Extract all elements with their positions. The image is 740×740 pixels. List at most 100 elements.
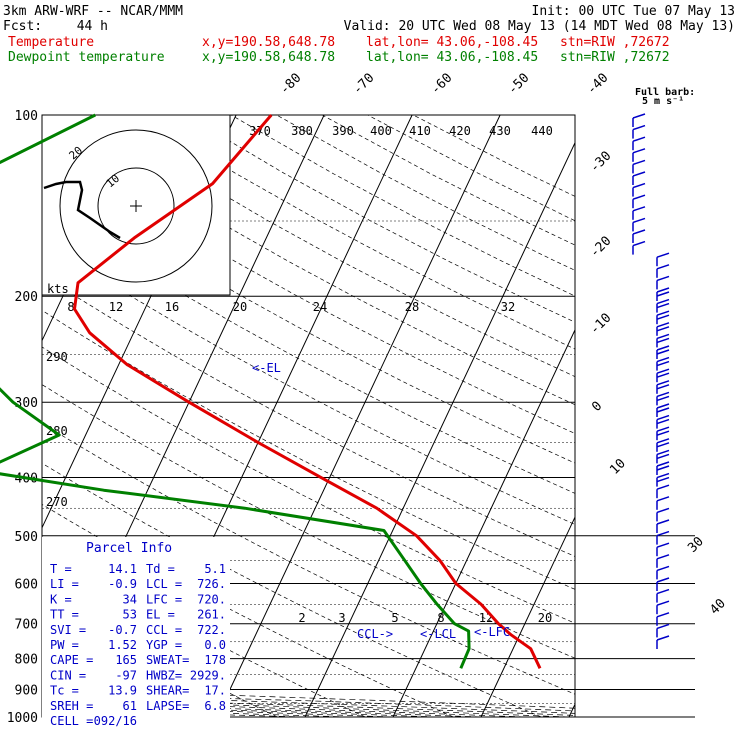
temperature-tick: -70 [350, 71, 377, 98]
mixing-ratio-tick-lower: 3 [338, 611, 345, 625]
isotherm [657, 115, 740, 717]
theta-tick: 430 [489, 124, 511, 138]
wind-barb-flag [656, 442, 670, 448]
mixing-ratio-tick: 20 [233, 300, 247, 314]
wind-barb-flag [632, 240, 646, 247]
wind-barb-flag [656, 461, 670, 467]
wind-barb-flag [656, 322, 670, 328]
parcel-value: 178 [204, 653, 226, 667]
wind-barb-flag [656, 542, 670, 548]
parcel-value: 13.9 [108, 684, 137, 698]
stn-dew: stn=RIW ,72672 [560, 50, 670, 65]
theta-e-tick: 270 [46, 495, 68, 509]
temperature-tick: -20 [587, 234, 614, 261]
xy-dew: x,y=190.58,648.78 [202, 50, 335, 65]
mixing-ratio-tick-lower: 12 [479, 611, 493, 625]
parcel-value: -0.9 [108, 577, 137, 591]
stn-temp: stn=RIW ,72672 [560, 35, 670, 50]
parcel-value: 165 [115, 653, 137, 667]
parcel-label: CIN = [50, 668, 86, 682]
pressure-tick-700: 700 [15, 618, 38, 633]
wind-barb-flag [656, 530, 670, 537]
theta-e-tick: 280 [46, 424, 68, 438]
parcel-label: Tc = [50, 684, 79, 698]
parcel-label: SHEAR= [146, 684, 189, 698]
wind-barb-flag [632, 159, 646, 166]
parcel-label: LCL = [146, 577, 182, 591]
pressure-tick-100: 100 [15, 109, 38, 124]
parcel-value: 6.8 [204, 699, 226, 713]
wind-barb-flag [656, 395, 670, 402]
wind-barb-flag [656, 438, 670, 444]
parcel-value: 261. [197, 608, 226, 622]
hodograph-ring-20 [59, 129, 213, 283]
parcel-label: CCL = [146, 623, 182, 637]
wind-barb-flag [656, 403, 670, 409]
parcel-label: LI = [50, 577, 79, 591]
parcel-value: -0.7 [108, 623, 137, 637]
wind-barb-flag [656, 600, 670, 606]
isotherm [392, 328, 575, 717]
wind-barb-flag [656, 449, 670, 456]
valid-time: Valid: 20 UTC Wed 08 May 13 (14 MDT Wed … [344, 19, 735, 34]
parcel-label: YGP = [146, 638, 182, 652]
xy-temp: x,y=190.58,648.78 [202, 35, 335, 50]
parcel-label: CELL = [50, 714, 93, 728]
parcel-value: 722. [197, 623, 226, 637]
mixing-ratio-tick: 8 [67, 300, 74, 314]
temperature-tick: -60 [428, 71, 455, 98]
wind-barbs [632, 113, 670, 649]
parcel-label: PW = [50, 638, 79, 652]
model-title: 3km ARW-WRF -- NCAR/MMM [3, 4, 183, 19]
temperature-tick: 0 [589, 399, 605, 415]
temperature-tick: -80 [277, 71, 304, 98]
wind-barb-flag [656, 275, 670, 282]
parcel-label: SWEAT= [146, 653, 189, 667]
wind-barb-flag [656, 333, 670, 340]
wind-barb-flag [656, 414, 670, 421]
theta-tick: 390 [332, 124, 354, 138]
mixing-ratio-tick-lower: 8 [437, 611, 444, 625]
fcst-label: Fcst: [3, 19, 42, 34]
parcel-panel-bg [42, 537, 230, 724]
parcel-value: 34 [123, 592, 137, 606]
temperature-tick: -50 [505, 71, 532, 98]
isotherm [304, 141, 575, 717]
parcel-title: Parcel Info [86, 541, 172, 556]
hodograph: 20 10 kts [41, 114, 231, 296]
wind-barb-flag [656, 507, 670, 514]
pressure-tick-600: 600 [15, 577, 38, 592]
wind-barb-flag [632, 229, 646, 235]
wind-barb-flag [632, 206, 646, 212]
theta-tick: 410 [409, 124, 431, 138]
wind-barb-flag [656, 252, 670, 258]
theta-tick: 440 [531, 124, 553, 138]
wind-barb-flag [656, 418, 670, 425]
wind-barb-flag [656, 291, 670, 297]
wind-barb-flag [656, 519, 670, 525]
parcel-value: -97 [115, 668, 137, 682]
wind-barb-flag [656, 465, 670, 471]
wind-barb-flag [656, 310, 670, 316]
wind-barb-flag [656, 360, 670, 367]
hodograph-trace [43, 180, 121, 240]
wind-barb-flag [656, 476, 670, 483]
mixing-ratio-tick: 16 [165, 300, 179, 314]
mixing-ratio-tick: 28 [405, 300, 419, 314]
temperature-tick: -40 [584, 71, 611, 98]
wind-barb-flag [656, 264, 670, 270]
parcel-value: 53 [123, 608, 137, 622]
wind-barb-flag [656, 407, 670, 413]
wind-barb-flag [656, 565, 670, 572]
kts-label: kts [47, 282, 69, 296]
wind-barb-flag [656, 298, 670, 305]
wind-barb-flag [656, 384, 670, 390]
mixing-ratio-tick: 12 [109, 300, 123, 314]
parcel-value: 14.1 [108, 562, 137, 576]
pressure-tick-900: 900 [15, 683, 38, 698]
temperature-tick: -30 [587, 149, 614, 176]
latlon-temp: lat,lon= 43.06,-108.45 [366, 35, 538, 50]
parcel-label: HWBZ= [146, 668, 182, 682]
wind-barb-flag [656, 356, 670, 363]
isotherm [480, 515, 575, 717]
